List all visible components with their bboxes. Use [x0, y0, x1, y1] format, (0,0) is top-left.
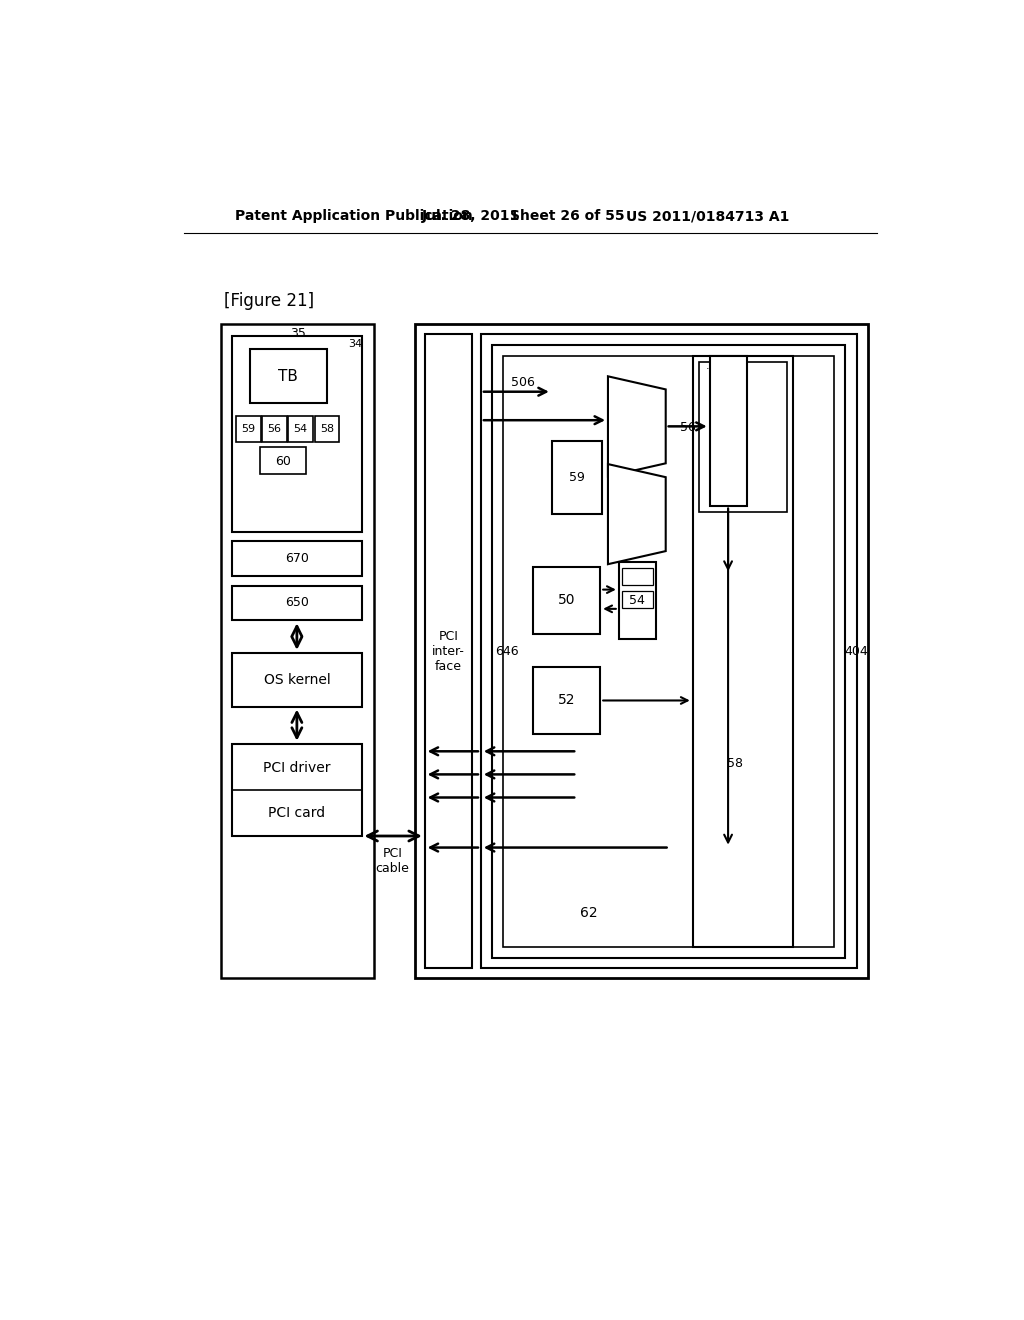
Bar: [710, 355, 746, 506]
Bar: [416, 323, 868, 978]
Polygon shape: [608, 465, 666, 564]
Bar: [618, 562, 655, 639]
Bar: [532, 566, 600, 635]
Text: 60: 60: [275, 454, 291, 467]
Bar: [221, 323, 374, 978]
Text: 56: 56: [680, 421, 695, 434]
Text: Jul. 28, 2011: Jul. 28, 2011: [422, 209, 520, 223]
Bar: [532, 667, 600, 734]
Bar: [232, 586, 361, 620]
Text: 54: 54: [630, 594, 645, 607]
Text: 34: 34: [348, 339, 362, 348]
Bar: [232, 335, 361, 532]
Text: 58: 58: [727, 758, 743, 770]
Bar: [232, 541, 361, 576]
Text: 52: 52: [558, 693, 575, 708]
Text: 50: 50: [558, 594, 575, 607]
Text: Patent Application Publication: Patent Application Publication: [234, 209, 472, 223]
Text: TB: TB: [279, 368, 298, 384]
Text: 56: 56: [267, 424, 282, 434]
Bar: [425, 334, 472, 969]
Bar: [622, 568, 652, 585]
Bar: [232, 743, 361, 836]
Bar: [260, 447, 306, 474]
Text: 59: 59: [569, 471, 585, 484]
Text: PCI driver: PCI driver: [263, 762, 331, 775]
Bar: [503, 355, 835, 946]
Text: 59: 59: [242, 424, 255, 434]
Bar: [481, 334, 857, 969]
Bar: [622, 591, 652, 609]
Text: PCI
cable: PCI cable: [376, 846, 410, 875]
Text: 650: 650: [285, 597, 309, 610]
Text: OS kernel: OS kernel: [263, 673, 331, 686]
Bar: [698, 362, 786, 512]
Text: .: .: [707, 362, 710, 371]
Bar: [493, 345, 845, 958]
Text: 58: 58: [319, 424, 334, 434]
Text: 670: 670: [285, 552, 309, 565]
Bar: [692, 355, 793, 946]
Text: Sheet 26 of 55: Sheet 26 of 55: [510, 209, 625, 223]
Text: 404: 404: [845, 644, 868, 657]
Bar: [289, 416, 313, 442]
Bar: [314, 416, 339, 442]
Bar: [250, 350, 327, 404]
Bar: [232, 653, 361, 706]
Text: 54: 54: [294, 424, 308, 434]
Text: US 2011/0184713 A1: US 2011/0184713 A1: [627, 209, 790, 223]
Bar: [552, 441, 602, 513]
Text: [Figure 21]: [Figure 21]: [224, 292, 314, 310]
Text: PCI card: PCI card: [268, 807, 326, 820]
Text: 62: 62: [580, 906, 598, 920]
Bar: [237, 416, 261, 442]
Text: PCI
inter-
face: PCI inter- face: [432, 630, 465, 673]
Text: 646: 646: [495, 644, 518, 657]
Polygon shape: [608, 376, 666, 477]
Text: 506: 506: [511, 376, 535, 389]
Bar: [262, 416, 287, 442]
Text: 35: 35: [290, 327, 305, 341]
